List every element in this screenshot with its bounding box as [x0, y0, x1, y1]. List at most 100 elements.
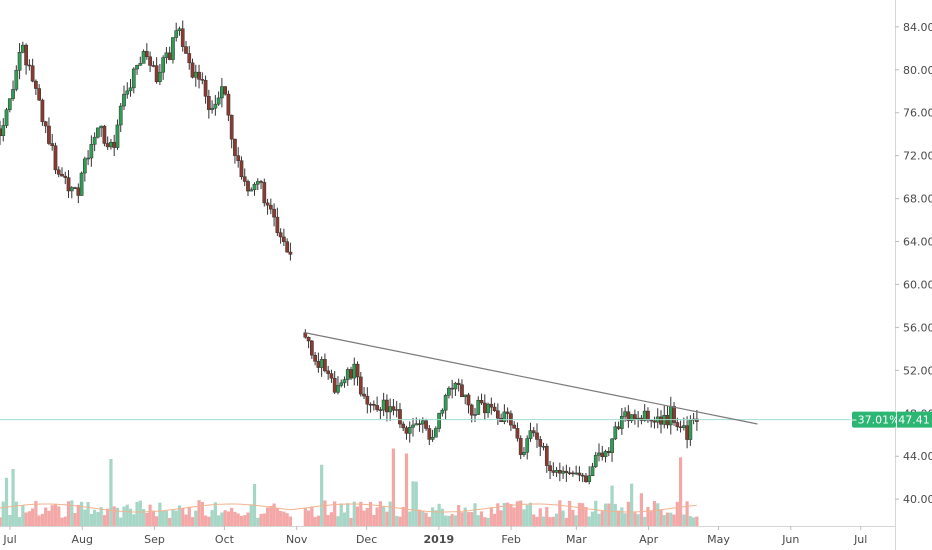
candle-body: [144, 51, 149, 58]
volume-bar: [168, 517, 172, 526]
volume-bar: [610, 485, 614, 526]
candle-body: [233, 138, 237, 156]
volume-bar: [476, 515, 480, 526]
y-tick-label: 40.00: [903, 493, 932, 506]
candle-body: [79, 172, 84, 196]
candle-body: [574, 472, 579, 475]
candle-body: [368, 403, 373, 406]
volume-bar: [590, 511, 595, 526]
candle-body: [564, 470, 569, 473]
volume-bar: [184, 514, 188, 526]
candle-body: [184, 46, 188, 54]
volume-bar: [239, 515, 244, 526]
volume-bar: [109, 459, 113, 526]
volume-bar: [395, 515, 399, 526]
volume-bar: [275, 508, 279, 526]
candle-body: [135, 65, 139, 70]
candle-body: [430, 437, 435, 440]
candle-body: [619, 416, 624, 429]
volume-bar: [564, 517, 568, 526]
candle-body: [345, 369, 350, 380]
volume-bar: [50, 505, 54, 526]
volume-bar: [532, 514, 536, 526]
volume-bar: [106, 508, 110, 526]
candle-body: [34, 80, 38, 89]
volume-bar: [372, 514, 376, 526]
candle-body: [11, 89, 15, 99]
candle-body: [489, 403, 494, 408]
volume-bar: [509, 504, 513, 526]
volume-bar: [213, 502, 217, 526]
volume-bar: [554, 513, 559, 526]
candle-body: [14, 69, 19, 90]
volume-bar: [223, 510, 227, 526]
candle-body: [548, 465, 552, 471]
volume-bar: [76, 504, 80, 526]
descending-trendline[interactable]: [305, 332, 758, 425]
volume-bar: [66, 501, 71, 526]
volume-bar: [470, 511, 474, 526]
volume-bar: [600, 511, 604, 526]
volume-bar: [382, 506, 386, 526]
candle-body: [177, 28, 182, 31]
volume-bar: [525, 505, 529, 526]
candle-body: [262, 182, 267, 204]
candle-body: [24, 44, 28, 66]
volume-bar: [574, 515, 578, 526]
volume-moving-average-line: [0, 503, 697, 513]
candle-body: [63, 175, 68, 178]
volume-bar: [288, 516, 293, 526]
candle-body: [326, 370, 331, 374]
candle-body: [174, 30, 179, 38]
candle-body: [288, 251, 293, 255]
x-tick-label: Sep: [144, 533, 165, 546]
candle-body: [531, 430, 536, 434]
volume-bar: [506, 502, 510, 526]
volume-bar: [1, 501, 5, 526]
candle-body: [476, 399, 481, 415]
y-axis[interactable]: 84.00 80.00 76.00 72.00 68.00 64.00 60.00 56.00…: [895, 21, 932, 506]
candle-body: [381, 399, 386, 411]
candle-body: [154, 65, 159, 83]
candle-body: [502, 411, 507, 422]
candle-body: [456, 382, 461, 385]
volume-bar: [115, 507, 120, 526]
candle-body: [388, 406, 393, 413]
candle-body: [473, 414, 477, 416]
candle-body: [226, 93, 231, 116]
x-tick-label: Feb: [501, 533, 520, 546]
candle-body: [118, 105, 123, 126]
volume-bar: [545, 507, 549, 526]
candle-body: [528, 430, 533, 439]
volume-bar: [226, 511, 231, 526]
candle-body: [316, 361, 321, 368]
candle-body: [275, 216, 280, 233]
candle-body: [571, 472, 575, 475]
candle-body: [122, 93, 126, 107]
volume-bar: [522, 509, 526, 526]
candle-body: [590, 466, 595, 476]
candle-body: [469, 404, 474, 416]
volume-bar: [4, 477, 9, 526]
candle-body: [358, 376, 363, 395]
candle-body: [633, 414, 637, 420]
volume-bar: [587, 516, 591, 526]
candle-body: [102, 125, 107, 144]
volume-bar: [220, 512, 224, 526]
volume-bar: [652, 501, 657, 526]
volume-bar: [60, 517, 64, 526]
candle-body: [210, 107, 214, 110]
volume-bar: [541, 516, 546, 526]
volume-bar: [561, 510, 565, 526]
candle-body: [56, 169, 61, 175]
x-axis[interactable]: Jul Aug Sep Oct Nov Dec 2019 Feb Mar Apr May Jun Jul: [2, 526, 867, 546]
volume-bar: [303, 508, 307, 526]
candle-body: [659, 416, 663, 425]
x-tick-label: Jul: [853, 533, 867, 546]
volume-bar: [57, 506, 61, 526]
candle-body: [187, 53, 192, 64]
current-price-label: 47.41: [898, 414, 930, 427]
candle-body: [518, 438, 523, 455]
candle-body: [115, 124, 120, 148]
